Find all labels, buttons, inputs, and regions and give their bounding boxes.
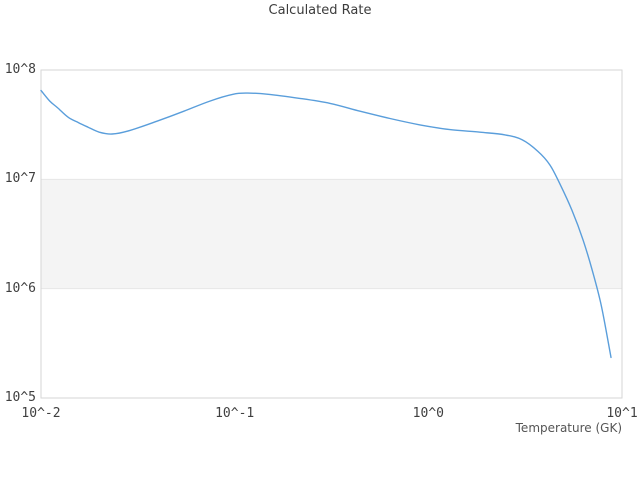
plot-frame xyxy=(40,69,623,399)
x-tick-label: 10^-2 xyxy=(21,406,61,421)
x-tick-label: 10^0 xyxy=(412,406,444,421)
x-axis-title: Temperature (GK) xyxy=(515,421,622,435)
rate-line xyxy=(40,89,612,359)
y-tick-label: 10^8 xyxy=(4,62,36,77)
x-tick-label: 10^1 xyxy=(606,406,638,421)
y-tick-label: 10^7 xyxy=(4,171,36,187)
shaded-band xyxy=(41,179,622,289)
y-tick-label: 10^6 xyxy=(4,280,36,296)
y-tick-label: 10^5 xyxy=(4,390,36,405)
x-tick-label: 10^-1 xyxy=(215,406,255,421)
chart-title: Calculated Rate xyxy=(268,3,372,18)
